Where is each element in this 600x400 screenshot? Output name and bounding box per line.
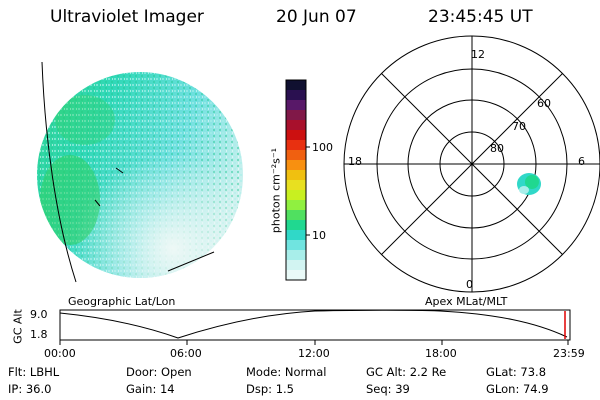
- colorbar-swatch: [286, 160, 306, 171]
- status-ip: IP: 36.0: [8, 382, 52, 396]
- status-dsp: Dsp: 1.5: [246, 382, 294, 396]
- colorbar-swatch: [286, 210, 306, 221]
- geographic-image: [37, 61, 243, 283]
- polar-emission-spot: [517, 173, 541, 195]
- timeline-ytick-max: 9.0: [30, 308, 48, 321]
- colorbar-swatch: [286, 80, 306, 91]
- colorbar-swatch: [286, 180, 306, 191]
- colorbar-unit-label: photon cm⁻²s⁻¹: [269, 147, 283, 234]
- lat-label-70: 70: [512, 120, 526, 133]
- coast-segment: [167, 251, 215, 272]
- lat-label-80: 80: [490, 142, 504, 155]
- status-glon: GLon: 74.9: [486, 382, 549, 396]
- timeline-xtick-1200: 12:00: [298, 347, 330, 360]
- colorbar-swatch: [286, 250, 306, 261]
- mlt-label-0: 0: [466, 278, 473, 291]
- colorbar-swatch: [286, 260, 306, 271]
- colorbar-swatch: [286, 140, 306, 151]
- status-flt: Flt: LBHL: [8, 365, 60, 379]
- colorbar-tick-100: 100: [312, 141, 333, 154]
- colorbar-tick-10: 10: [312, 229, 326, 242]
- colorbar-swatch: [286, 270, 306, 281]
- status-door: Door: Open: [126, 365, 192, 379]
- altitude-curve: [59, 309, 568, 339]
- timeline-xtick-0000: 00:00: [44, 347, 76, 360]
- polar-plot: [343, 35, 600, 293]
- colorbar: [285, 79, 310, 281]
- timeline-xtick-2359: 23:59: [553, 347, 585, 360]
- polar-caption: Apex MLat/MLT: [425, 295, 508, 308]
- timeline-xtick-0600: 06:00: [170, 347, 202, 360]
- colorbar-swatch: [286, 90, 306, 101]
- status-seq: Seq: 39: [366, 382, 410, 396]
- colorbar-swatch: [286, 150, 306, 161]
- timeline-xtick-1800: 18:00: [425, 347, 457, 360]
- colorbar-swatch: [286, 110, 306, 121]
- date-label: 20 Jun 07: [276, 7, 357, 27]
- colorbar-swatch: [286, 220, 306, 231]
- mlt-label-6: 6: [578, 155, 585, 168]
- time-label: 23:45:45 UT: [428, 7, 533, 27]
- colorbar-swatch: [286, 200, 306, 211]
- geographic-caption: Geographic Lat/Lon: [68, 295, 176, 308]
- lat-label-60: 60: [537, 97, 551, 110]
- colorbar-swatch: [286, 170, 306, 181]
- colorbar-swatch: [286, 120, 306, 131]
- colorbar-swatch: [286, 230, 306, 241]
- timeline-ytick-min: 1.8: [30, 328, 48, 341]
- status-gc-alt: GC Alt: 2.2 Re: [366, 365, 447, 379]
- mlt-label-12: 12: [471, 48, 485, 61]
- colorbar-swatch: [286, 240, 306, 251]
- instrument-title: Ultraviolet Imager: [50, 7, 204, 27]
- altitude-timeline: [59, 309, 571, 345]
- colorbar-swatch: [286, 190, 306, 201]
- status-gain: Gain: 14: [126, 382, 175, 396]
- timeline-axis-label: GC Alt: [11, 309, 25, 344]
- colorbar-swatch: [286, 100, 306, 111]
- terminator-line: [41, 61, 77, 283]
- status-mode: Mode: Normal: [246, 365, 327, 379]
- status-glat: GLat: 73.8: [486, 365, 547, 379]
- colorbar-swatch: [286, 130, 306, 141]
- mlt-label-18: 18: [348, 155, 362, 168]
